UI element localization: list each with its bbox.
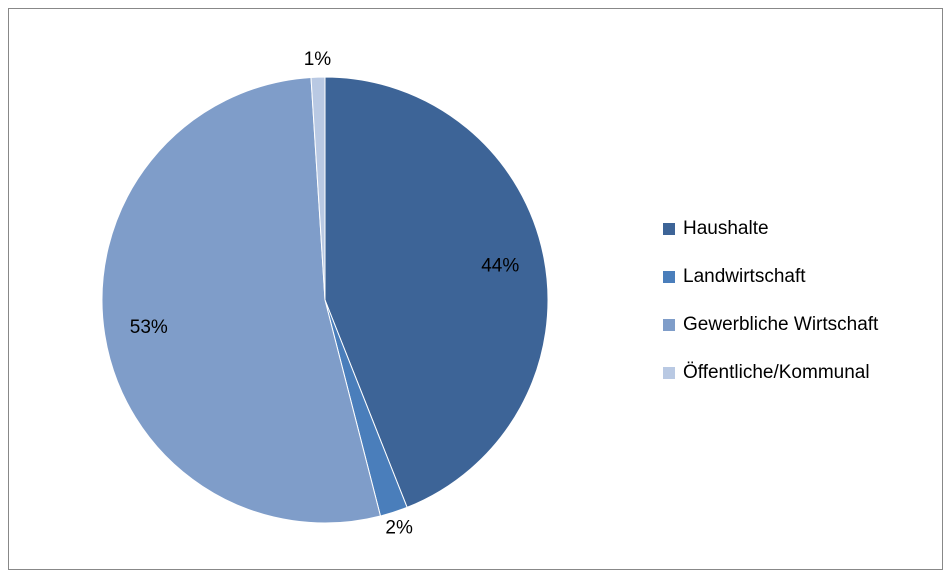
pie-slice (310, 76, 326, 301)
legend-label: Gewerbliche Wirtschaft (683, 314, 879, 335)
legend-swatch (663, 271, 675, 283)
legend-swatch (663, 223, 675, 235)
data-label: 1% (304, 49, 332, 70)
data-label: 53% (130, 317, 168, 338)
data-label: 2% (385, 517, 413, 538)
pie-slice (101, 76, 382, 524)
data-label: 44% (481, 256, 519, 277)
legend-label: Landwirtschaft (683, 266, 806, 287)
pie-slice (324, 76, 549, 508)
legend-swatch (663, 367, 675, 379)
legend-swatch (663, 319, 675, 331)
legend-label: Haushalte (683, 218, 769, 239)
legend-label: Öffentliche/Kommunal (683, 362, 870, 383)
